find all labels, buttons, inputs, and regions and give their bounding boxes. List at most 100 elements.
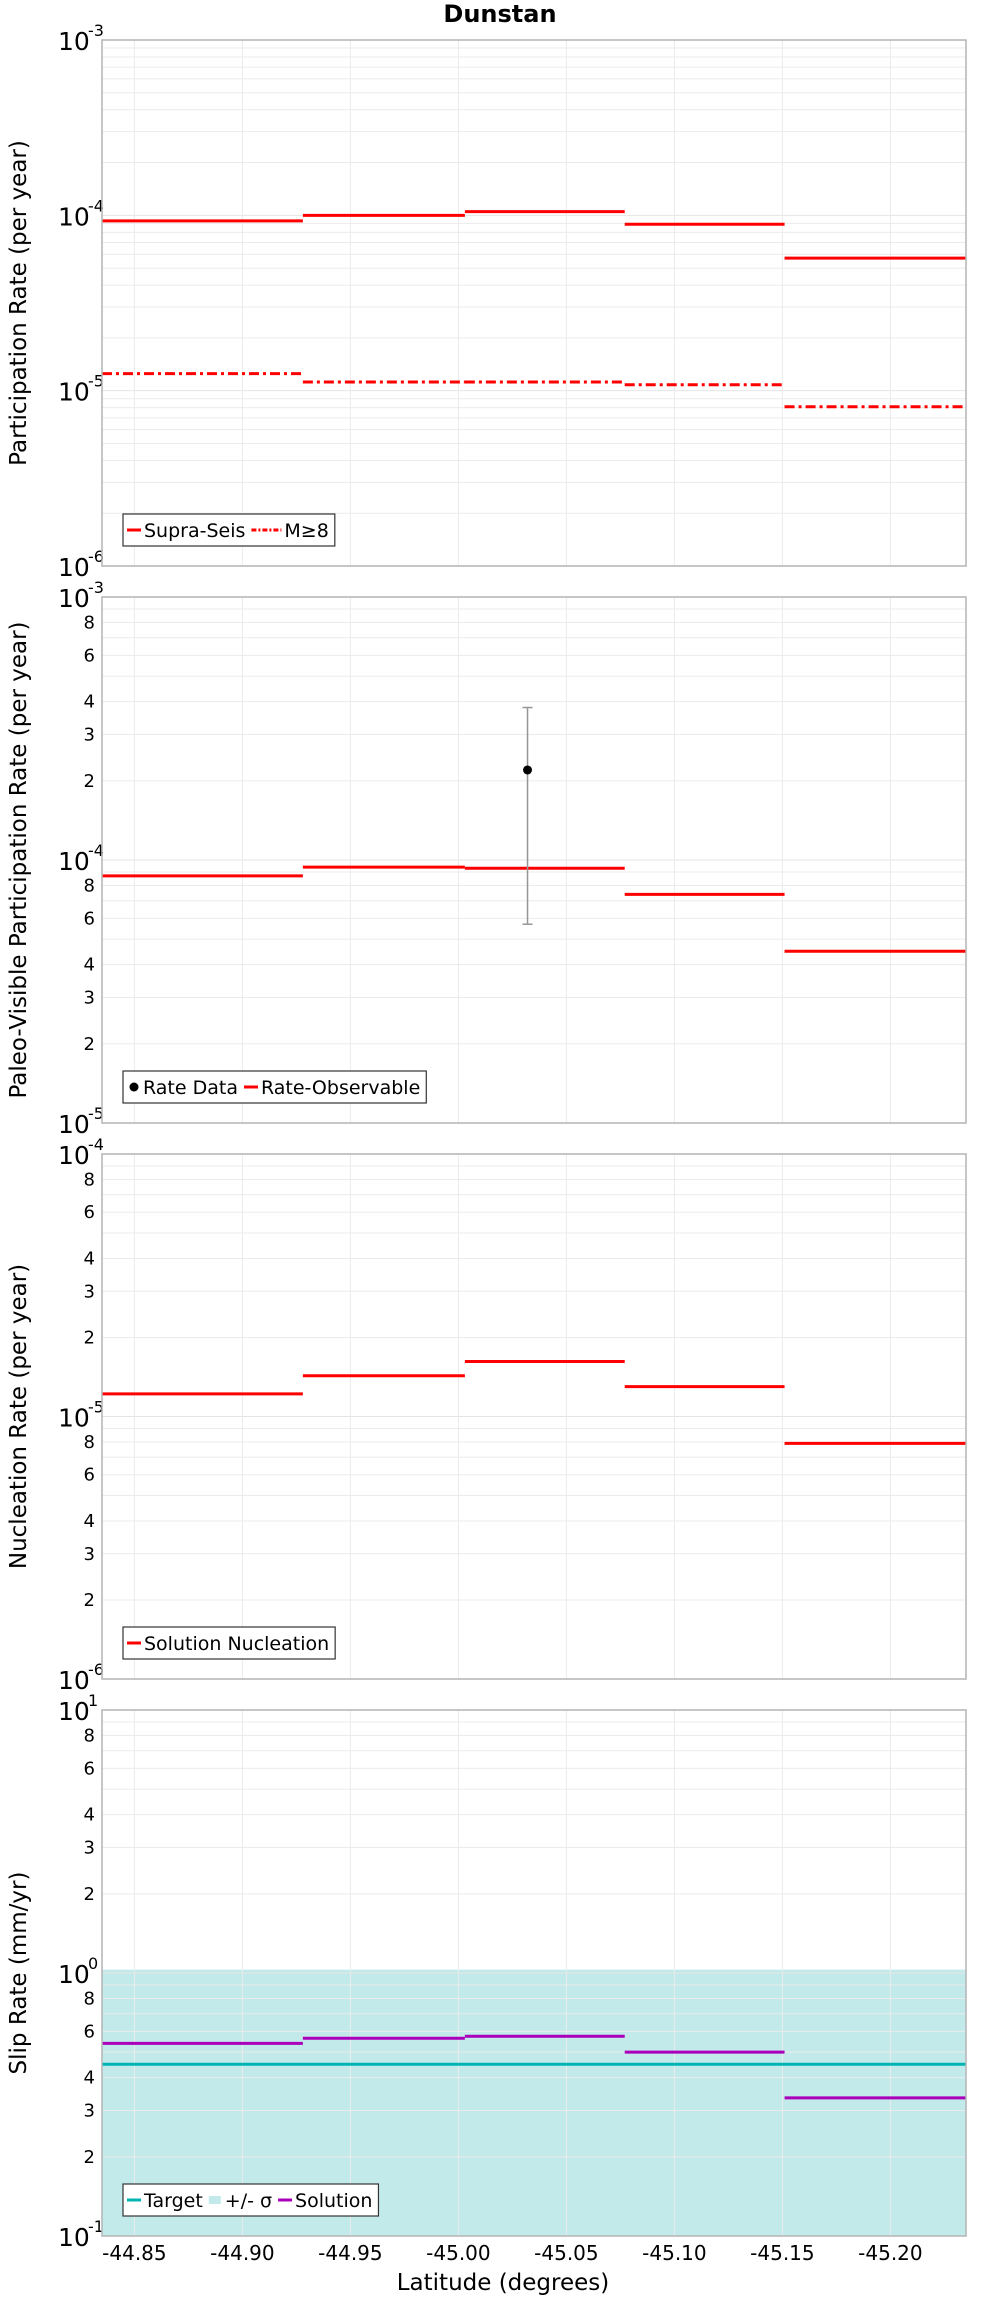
y-major-tick: 10-6 bbox=[58, 1660, 104, 1695]
y-minor-tick-label: 2 bbox=[84, 1034, 95, 1055]
y-major-tick: 10-4 bbox=[58, 1135, 104, 1170]
legend-label: Solution bbox=[295, 2190, 372, 2212]
y-minor-tick-label: 8 bbox=[84, 1432, 95, 1453]
y-tick-exponent: -5 bbox=[88, 1104, 104, 1123]
y-tick-exponent: -6 bbox=[88, 1660, 104, 1679]
y-minor-tick-label: 4 bbox=[84, 1248, 95, 1269]
y-tick-base: 10 bbox=[58, 378, 90, 407]
y-tick-exponent: -6 bbox=[88, 547, 104, 566]
y-minor-tick-label: 4 bbox=[84, 955, 95, 976]
y-major-tick: 10-5 bbox=[58, 1398, 104, 1433]
y-minor-tick-label: 6 bbox=[84, 2021, 95, 2042]
legend: Solution Nucleation bbox=[122, 1626, 336, 1660]
y-minor-tick-label: 3 bbox=[84, 1838, 95, 1859]
y-tick-exponent: -4 bbox=[88, 1135, 104, 1154]
x-tick-label: -45.15 bbox=[750, 2241, 814, 2265]
y-tick-exponent: -4 bbox=[88, 196, 104, 215]
y-axis-label: Participation Rate (per year) bbox=[6, 140, 32, 466]
y-tick-exponent: -4 bbox=[88, 841, 104, 860]
chart-panel-3: Nucleation Rate (per year)10-410-510-686… bbox=[6, 1135, 967, 1695]
y-tick-base: 10 bbox=[58, 1697, 90, 1726]
legend-label: +/- σ bbox=[225, 2190, 272, 2212]
y-minor-tick-label: 6 bbox=[84, 1202, 95, 1223]
y-tick-exponent: -5 bbox=[88, 372, 104, 391]
y-minor-tick-label: 6 bbox=[84, 908, 95, 929]
y-major-tick: 10-4 bbox=[58, 841, 104, 876]
y-minor-tick-label: 8 bbox=[84, 1169, 95, 1190]
x-tick-label: -45.00 bbox=[426, 2241, 490, 2265]
y-minor-tick-label: 2 bbox=[84, 1884, 95, 1905]
x-tick-label: -44.90 bbox=[210, 2241, 274, 2265]
legend-label: M≥8 bbox=[284, 520, 328, 542]
x-tick-label: -44.85 bbox=[102, 2241, 166, 2265]
legend-band-swatch bbox=[208, 2196, 221, 2204]
rate-data-point bbox=[523, 765, 533, 775]
y-minor-tick-label: 2 bbox=[84, 2147, 95, 2168]
y-axis-label: Slip Rate (mm/yr) bbox=[6, 1872, 32, 2075]
series-solution bbox=[102, 2034, 966, 2100]
y-tick-exponent: -3 bbox=[88, 578, 104, 597]
y-tick-exponent: -1 bbox=[88, 2217, 104, 2236]
y-tick-base: 10 bbox=[58, 27, 90, 56]
y-minor-tick-label: 4 bbox=[84, 1805, 95, 1826]
y-major-tick: 10-6 bbox=[58, 547, 104, 582]
y-tick-base: 10 bbox=[58, 1960, 90, 1989]
y-tick-base: 10 bbox=[58, 1110, 90, 1139]
y-major-tick: 10-3 bbox=[58, 578, 104, 613]
y-minor-tick-label: 8 bbox=[84, 1988, 95, 2009]
legend-swatch bbox=[129, 1082, 139, 1092]
legend-label: Rate Data bbox=[143, 1077, 238, 1099]
chart-panel-4: Slip Rate (mm/yr)10110010-18643286432Tar… bbox=[6, 1691, 967, 2252]
y-minor-tick-label: 2 bbox=[84, 1327, 95, 1348]
legend-label: Supra-Seis bbox=[144, 520, 245, 542]
y-minor-tick-label: 2 bbox=[84, 771, 95, 792]
y-minor-tick-label: 6 bbox=[84, 645, 95, 666]
legend-label: Solution Nucleation bbox=[144, 1633, 329, 1655]
chart-panel-1: Participation Rate (per year)10-310-410-… bbox=[6, 21, 967, 582]
plot-frame bbox=[101, 39, 967, 567]
y-tick-exponent: -3 bbox=[88, 21, 104, 40]
y-minor-tick-label: 3 bbox=[84, 1544, 95, 1565]
y-tick-base: 10 bbox=[58, 584, 90, 613]
y-minor-tick-label: 3 bbox=[84, 1281, 95, 1302]
y-major-tick: 100 bbox=[58, 1954, 98, 1989]
y-minor-tick-label: 3 bbox=[84, 988, 95, 1009]
y-minor-tick-label: 8 bbox=[84, 1725, 95, 1746]
y-major-tick: 101 bbox=[58, 1691, 98, 1726]
y-minor-tick-label: 3 bbox=[84, 2101, 95, 2122]
legend-box bbox=[122, 2183, 380, 2217]
plot-frame bbox=[101, 1153, 967, 1680]
series-supra-seis bbox=[102, 210, 966, 260]
y-minor-tick-label: 4 bbox=[84, 692, 95, 713]
y-minor-tick-label: 4 bbox=[84, 1511, 95, 1532]
y-major-tick: 10-3 bbox=[58, 21, 104, 56]
legend-label: Target bbox=[143, 2190, 203, 2212]
y-minor-tick-label: 6 bbox=[84, 1758, 95, 1779]
x-tick-label: -45.05 bbox=[534, 2241, 598, 2265]
legend-box bbox=[122, 513, 336, 547]
plot-frame bbox=[101, 596, 967, 1124]
legend: Rate Data Rate-Observable bbox=[122, 1070, 427, 1104]
figure-title: Dunstan bbox=[443, 0, 556, 28]
legend-point-marker bbox=[129, 1082, 139, 1092]
plot-frame bbox=[101, 1709, 967, 2237]
y-minor-tick-label: 2 bbox=[84, 1590, 95, 1611]
x-tick-label: -45.10 bbox=[642, 2241, 706, 2265]
y-minor-tick-label: 8 bbox=[84, 875, 95, 896]
series-solution-nucleation bbox=[102, 1360, 966, 1445]
y-minor-tick-label: 6 bbox=[84, 1465, 95, 1486]
series-rate-observable bbox=[102, 865, 966, 953]
y-axis-label: Nucleation Rate (per year) bbox=[6, 1264, 32, 1569]
y-major-tick: 10-1 bbox=[58, 2217, 104, 2252]
y-minor-tick-label: 4 bbox=[84, 2068, 95, 2089]
plot-area bbox=[102, 40, 966, 566]
y-tick-base: 10 bbox=[58, 1404, 90, 1433]
y-minor-tick-label: 8 bbox=[84, 612, 95, 633]
y-tick-base: 10 bbox=[58, 1141, 90, 1170]
y-major-tick: 10-4 bbox=[58, 196, 104, 231]
y-tick-exponent: 0 bbox=[88, 1954, 98, 1973]
y-major-tick: 10-5 bbox=[58, 1104, 104, 1139]
y-tick-exponent: 1 bbox=[88, 1691, 98, 1710]
y-tick-exponent: -5 bbox=[88, 1398, 104, 1417]
